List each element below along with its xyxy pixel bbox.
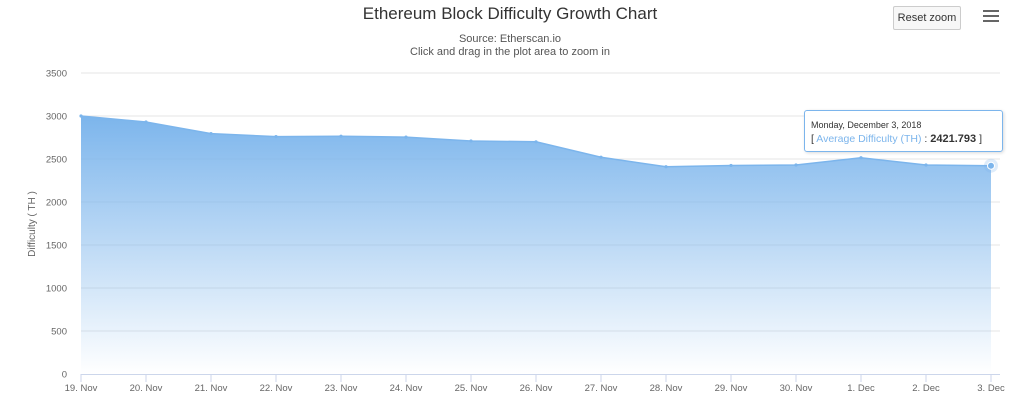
y-tick-label: 3500 <box>46 69 67 80</box>
hamburger-menu-icon[interactable] <box>983 10 999 24</box>
y-axis-title: Difficulty ( TH ) <box>27 191 38 257</box>
chart-subtitle: Source: Etherscan.io Click and drag in t… <box>0 33 1020 59</box>
x-tick-label: 19. Nov <box>65 383 98 394</box>
y-tick-label: 1500 <box>46 241 67 252</box>
y-tick-label: 3000 <box>46 112 67 123</box>
x-tick-label: 25. Nov <box>455 383 488 394</box>
x-tick-label: 3. Dec <box>977 383 1005 394</box>
data-point[interactable] <box>924 163 928 167</box>
subtitle-instruction: Click and drag in the plot area to zoom … <box>410 46 610 58</box>
x-tick-label: 2. Dec <box>912 383 940 394</box>
tooltip-value: 2421.793 <box>930 133 977 145</box>
x-tick-label: 27. Nov <box>585 383 618 394</box>
tooltip-date: Monday, December 3, 2018 <box>811 120 922 130</box>
tooltip-separator: : <box>921 133 931 145</box>
x-tick-label: 26. Nov <box>520 383 553 394</box>
x-tick-label: 28. Nov <box>650 383 683 394</box>
x-tick-label: 23. Nov <box>325 383 358 394</box>
data-point[interactable] <box>859 156 863 160</box>
y-tick-label: 500 <box>51 327 67 338</box>
chart-tooltip: Monday, December 3, 2018 [ Average Diffi… <box>804 110 1003 152</box>
y-tick-label: 2000 <box>46 198 67 209</box>
data-point[interactable] <box>664 165 668 169</box>
tooltip-open-bracket: [ <box>811 133 817 145</box>
tooltip-value-line: [ Average Difficulty (TH) : 2421.793 ] <box>811 133 1002 145</box>
data-point[interactable] <box>794 163 798 167</box>
reset-zoom-button[interactable]: Reset zoom <box>893 6 961 30</box>
data-point[interactable] <box>209 132 213 136</box>
x-tick-label: 1. Dec <box>847 383 875 394</box>
data-point[interactable] <box>534 140 538 144</box>
data-point[interactable] <box>469 139 473 143</box>
hovered-data-point[interactable] <box>987 161 995 170</box>
tooltip-close-bracket: ] <box>976 133 982 145</box>
x-tick-label: 30. Nov <box>780 383 813 394</box>
x-tick-label: 21. Nov <box>195 383 228 394</box>
data-point[interactable] <box>339 134 343 138</box>
y-tick-label: 0 <box>62 370 67 381</box>
data-point[interactable] <box>599 155 603 159</box>
chart-title: Ethereum Block Difficulty Growth Chart <box>362 4 658 23</box>
data-point[interactable] <box>404 135 408 139</box>
y-tick-label: 2500 <box>46 155 67 166</box>
x-tick-label: 22. Nov <box>260 383 293 394</box>
x-tick-label: 24. Nov <box>390 383 423 394</box>
data-point[interactable] <box>144 120 148 124</box>
data-point[interactable] <box>79 114 83 118</box>
x-tick-label: 29. Nov <box>715 383 748 394</box>
data-point[interactable] <box>729 163 733 168</box>
subtitle-source: Source: Etherscan.io <box>458 33 562 45</box>
y-tick-label: 1000 <box>46 284 67 295</box>
series-area-fill <box>81 116 991 374</box>
x-tick-label: 20. Nov <box>130 383 163 394</box>
data-point[interactable] <box>274 135 278 139</box>
tooltip-series-name: Average Difficulty (TH) <box>816 133 922 145</box>
